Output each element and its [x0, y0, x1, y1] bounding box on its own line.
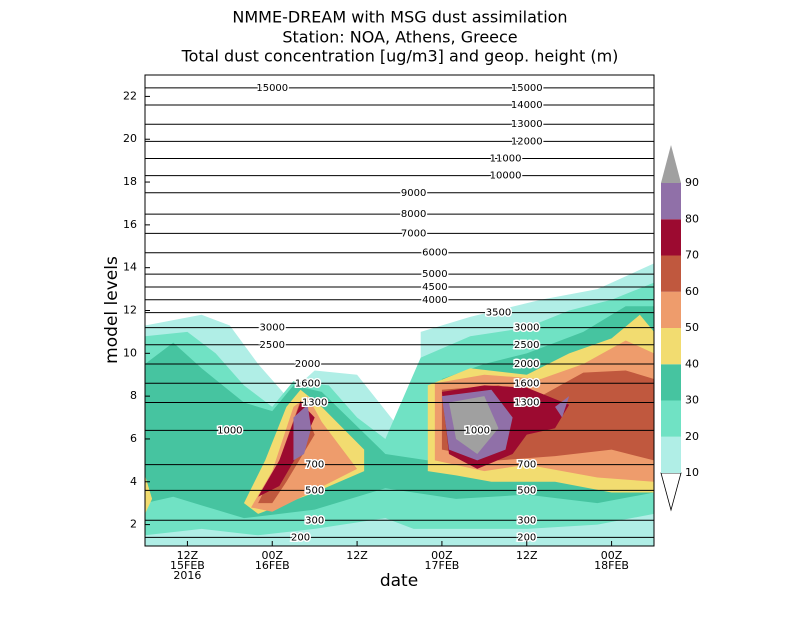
colorbar-segment: [661, 183, 681, 220]
height-label: 6000: [422, 248, 447, 259]
y-tick-label: 22: [123, 89, 137, 102]
height-label: 500: [305, 485, 324, 496]
height-label: 700: [305, 460, 324, 471]
y-tick-label: 4: [130, 475, 137, 488]
height-label: 1300: [302, 398, 327, 409]
x-tick-label: 15FEB: [170, 559, 205, 572]
height-label: 1300: [514, 398, 539, 409]
x-tick-label: 00Z: [601, 549, 623, 562]
x-tick-label: 2016: [173, 569, 201, 582]
y-tick-label: 20: [123, 132, 137, 145]
colorbar-label: 70: [685, 249, 699, 262]
colorbar-label: 90: [685, 176, 699, 189]
height-label: 2000: [514, 359, 539, 370]
height-label: 200: [291, 532, 310, 543]
colorbar-label: 40: [685, 357, 699, 370]
dust-region: [555, 396, 570, 418]
colorbar-segment: [661, 400, 681, 437]
title-line: Station: NOA, Athens, Greece: [282, 28, 517, 47]
dust-region: [145, 475, 153, 514]
height-label: 12000: [511, 136, 543, 147]
height-label: 15000: [511, 83, 543, 94]
x-tick-label: 00Z: [431, 549, 453, 562]
dust-region: [448, 396, 499, 454]
plot-area: 15000 15000 14000 13000 12000 11000 10000 9000 8…: [145, 81, 654, 546]
dust-region: [293, 404, 312, 461]
y-tick-label: 16: [123, 218, 137, 231]
height-label: 300: [305, 515, 324, 526]
height-label: 14000: [511, 100, 543, 111]
x-tick-label: 12Z: [516, 549, 538, 562]
x-axis-label: date: [380, 571, 418, 591]
colorbar-segment: [661, 255, 681, 292]
x-tick-label: 18FEB: [594, 559, 629, 572]
height-label: 5000: [422, 269, 447, 280]
height-label: 3000: [514, 323, 539, 334]
title-line: Total dust concentration [ug/m3] and geo…: [181, 47, 619, 66]
y-tick-label: 12: [123, 304, 137, 317]
y-tick-label: 2: [130, 518, 137, 531]
y-tick-label: 8: [130, 389, 137, 402]
colorbar-top: [661, 145, 681, 183]
height-label: 9000: [401, 188, 426, 199]
height-label: 4000: [422, 295, 447, 306]
x-tick-label: 00Z: [261, 549, 283, 562]
x-tick-label: 12Z: [177, 549, 199, 562]
height-label: 4500: [422, 282, 447, 293]
x-tick-label: 17FEB: [425, 559, 460, 572]
colorbar-label: 50: [685, 321, 699, 334]
colorbar-label: 20: [685, 430, 699, 443]
colorbar-segment: [661, 219, 681, 256]
colorbar-segment: [661, 436, 681, 473]
height-label: 1000: [217, 425, 242, 436]
height-label: 2500: [260, 340, 285, 351]
height-label: 13000: [511, 119, 543, 130]
height-label: 700: [517, 460, 536, 471]
colorbar-segment: [661, 328, 681, 365]
height-label: 7000: [401, 228, 426, 239]
height-label: 10000: [490, 171, 522, 182]
colorbar-segment: [661, 364, 681, 401]
colorbar-low: [660, 472, 682, 512]
x-tick-label: 16FEB: [255, 559, 290, 572]
height-label: 3500: [486, 308, 511, 319]
height-label: 1600: [514, 378, 539, 389]
height-label: 2000: [295, 359, 320, 370]
y-tick-label: 6: [130, 432, 137, 445]
colorbar-label: 60: [685, 285, 699, 298]
height-label: 15000: [256, 83, 288, 94]
y-axis-label: model levels: [102, 256, 122, 364]
height-label: 1000: [465, 425, 490, 436]
y-tick-label: 10: [123, 346, 137, 359]
height-label: 2500: [514, 340, 539, 351]
height-label: 3000: [260, 323, 285, 334]
colorbar-label: 80: [685, 212, 699, 225]
colorbar-label: 30: [685, 394, 699, 407]
y-tick-label: 18: [123, 175, 137, 188]
height-label: 300: [517, 515, 536, 526]
colorbar-segment: [661, 291, 681, 328]
colorbar-label: 10: [685, 466, 699, 479]
height-label: 8000: [401, 209, 426, 220]
height-label: 11000: [490, 153, 522, 164]
title-line: NMME-DREAM with MSG dust assimilation: [232, 8, 567, 27]
height-label: 200: [517, 532, 536, 543]
height-label: 500: [517, 485, 536, 496]
x-tick-label: 12Z: [346, 549, 368, 562]
y-tick-label: 14: [123, 261, 137, 274]
height-label: 1600: [295, 378, 320, 389]
